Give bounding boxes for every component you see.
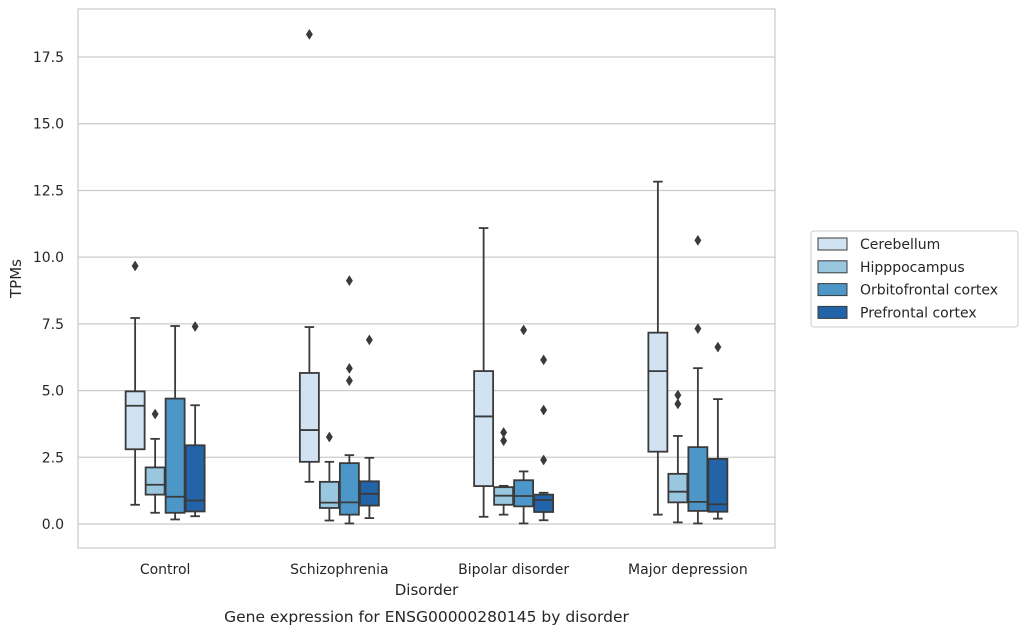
- y-tick-label: 15.0: [33, 117, 64, 133]
- y-tick-label: 12.5: [33, 183, 64, 199]
- x-tick-label: Control: [140, 562, 191, 578]
- box-body: [667, 472, 689, 504]
- box-body: [647, 331, 669, 453]
- y-tick-label: 2.5: [42, 450, 64, 466]
- legend-label: Prefrontal cortex: [860, 305, 977, 321]
- box-body: [473, 370, 495, 487]
- legend: Cerebellum Hipppocampus Orbitofrontal cort…: [810, 230, 1019, 328]
- outlier-point: [365, 334, 373, 346]
- y-tick-label: 7.5: [42, 317, 64, 333]
- box-cerebellum: [298, 28, 320, 483]
- box-layer: [124, 28, 729, 525]
- box-orbitofrontal-cortex: [687, 234, 709, 525]
- box-orbitofrontal-cortex: [164, 325, 186, 521]
- box-hipppocampus: [493, 426, 515, 516]
- box-cerebellum: [473, 227, 495, 518]
- outlier-point: [500, 435, 508, 447]
- box-orbitofrontal-cortex: [338, 275, 360, 525]
- legend-frame: [810, 230, 1019, 328]
- x-tick-label: Major depression: [628, 562, 748, 578]
- box-prefrontal-cortex: [707, 341, 729, 520]
- legend-label: Orbitofrontal cortex: [860, 283, 998, 299]
- y-tick-label: 0.0: [42, 517, 64, 533]
- outlier-point: [131, 260, 139, 272]
- plot-frame: [77, 8, 776, 549]
- y-tick-label: 10.0: [33, 250, 64, 266]
- box-body: [144, 466, 166, 496]
- box-body: [707, 457, 729, 513]
- box-cerebellum: [124, 260, 146, 506]
- legend-swatch: [817, 305, 848, 319]
- y-tick-labels: 0.0 2.5 5.0 7.5 10.0 12.5 15.0 17.5: [33, 50, 64, 533]
- box-hipppocampus: [144, 408, 166, 514]
- outlier-point: [345, 275, 353, 287]
- legend-swatch: [817, 237, 848, 251]
- outlier-point: [520, 324, 528, 336]
- legend-swatch: [817, 260, 848, 274]
- legend-swatch: [817, 283, 848, 297]
- box-orbitofrontal-cortex: [513, 324, 535, 525]
- box-body: [513, 479, 535, 508]
- box-body: [298, 372, 320, 463]
- outlier-point: [714, 341, 722, 353]
- outlier-point: [540, 404, 548, 416]
- box-hipppocampus: [318, 431, 340, 522]
- outlier-point: [674, 389, 682, 401]
- x-axis-title: Disorder: [395, 581, 459, 599]
- box-prefrontal-cortex: [533, 354, 555, 522]
- box-cerebellum: [647, 180, 669, 516]
- box-body: [164, 397, 186, 514]
- y-axis-title: TPMs: [7, 259, 25, 299]
- outlier-point: [540, 454, 548, 466]
- outlier-point: [540, 354, 548, 366]
- outlier-point: [325, 431, 333, 443]
- outlier-point: [694, 323, 702, 335]
- y-tick-label: 5.0: [42, 384, 64, 400]
- chart-caption: Gene expression for ENSG00000280145 by d…: [224, 608, 629, 626]
- box-body: [124, 390, 146, 451]
- box-body: [533, 493, 555, 513]
- outlier-point: [345, 362, 353, 374]
- x-tick-labels: Control Schizophrenia Bipolar disorder Majo…: [140, 562, 748, 578]
- box-prefrontal-cortex: [184, 321, 206, 518]
- outlier-point: [500, 426, 508, 438]
- outlier-point: [305, 28, 313, 40]
- outlier-point: [674, 398, 682, 410]
- box-body: [687, 446, 709, 512]
- legend-items: Cerebellum Hipppocampus Orbitofrontal cort…: [817, 237, 998, 321]
- x-tick-label: Schizophrenia: [290, 562, 388, 578]
- outlier-point: [191, 321, 199, 332]
- box-prefrontal-cortex: [358, 334, 380, 520]
- x-tick-label: Bipolar disorder: [458, 562, 569, 578]
- box-body: [338, 462, 360, 516]
- legend-label: Hipppocampus: [860, 260, 965, 276]
- outlier-point: [345, 375, 353, 387]
- y-tick-label: 17.5: [33, 50, 64, 66]
- box-hipppocampus: [667, 389, 689, 524]
- legend-label: Cerebellum: [860, 237, 940, 253]
- box-body: [184, 444, 206, 513]
- outlier-point: [694, 234, 702, 246]
- box-body: [318, 480, 340, 509]
- outlier-point: [151, 408, 159, 420]
